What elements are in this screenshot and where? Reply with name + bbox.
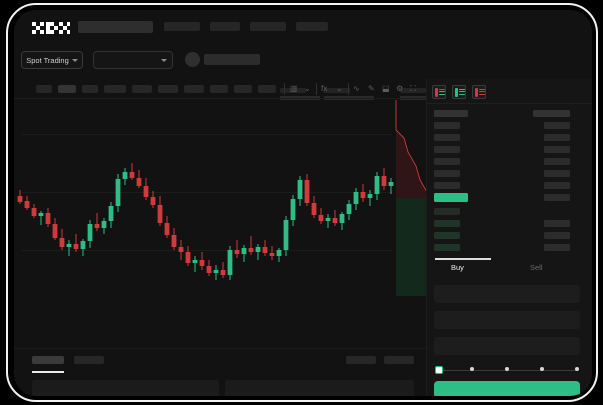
- orderbook-bid-size[interactable]: [544, 244, 570, 251]
- pencil-icon[interactable]: ✎: [368, 84, 375, 93]
- slider-stop-75[interactable]: [540, 367, 544, 371]
- tab-buy[interactable]: Buy: [451, 263, 464, 272]
- slider-stop-50[interactable]: [505, 367, 509, 371]
- chart-toolbar: ▥ ⌄ fx ⌄ ∿ ✎ ⬓ ⚙ ⛶: [14, 79, 426, 99]
- order-total-field[interactable]: [434, 337, 580, 355]
- okx-logo[interactable]: [32, 21, 70, 34]
- orderbook-ask-size[interactable]: [544, 146, 570, 153]
- orderbook-last-size: [544, 194, 570, 201]
- timeframe-button-1[interactable]: [36, 85, 52, 93]
- orderbook-ask-size[interactable]: [544, 122, 570, 129]
- orderbook-ask-price[interactable]: [434, 182, 460, 189]
- line-tool-icon[interactable]: ∿: [353, 84, 360, 93]
- indicator-icon[interactable]: fx: [321, 84, 328, 93]
- orderbook-col-header-price: [434, 110, 468, 117]
- bottom-action-1[interactable]: [346, 356, 376, 364]
- order-price-field[interactable]: [434, 285, 580, 303]
- timeframe-button-10[interactable]: [258, 85, 276, 93]
- chevron-down-icon: [71, 58, 78, 62]
- slider-handle[interactable]: [435, 365, 443, 374]
- bottom-tab-2[interactable]: [74, 356, 104, 364]
- toolbar-divider-2: [316, 83, 317, 95]
- buy-tab-underline: [435, 258, 491, 260]
- slider-stop-25[interactable]: [470, 367, 474, 371]
- orderbook-mode-bids[interactable]: [452, 85, 466, 99]
- trade-side-tabs: Buy Sell: [427, 255, 592, 279]
- orderbook-col-header-size: [533, 110, 570, 117]
- top-header: [14, 10, 592, 42]
- orderbook-ask-price[interactable]: [434, 170, 460, 177]
- orderbook-bid-price[interactable]: [434, 232, 460, 239]
- orderbook-ask-size[interactable]: [544, 170, 570, 177]
- orderbook[interactable]: [427, 105, 592, 255]
- orderbook-ask-price[interactable]: [434, 158, 460, 165]
- nav-item-4[interactable]: [296, 22, 328, 31]
- bottom-action-2[interactable]: [384, 356, 414, 364]
- fullscreen-icon[interactable]: ⛶: [410, 84, 416, 93]
- app-window: Spot Trading: [14, 10, 592, 396]
- timeframe-button-3[interactable]: [82, 85, 98, 93]
- bottom-card-2[interactable]: [225, 380, 414, 396]
- nav-item-2[interactable]: [210, 22, 240, 31]
- timeframe-button-9[interactable]: [234, 85, 252, 93]
- orderbook-mode-both[interactable]: [432, 85, 446, 99]
- orderbook-ask-price[interactable]: [434, 146, 460, 153]
- okx-logo-icon: [32, 22, 70, 34]
- timeframe-button-7[interactable]: [184, 85, 204, 93]
- toolbar-divider-1: [284, 83, 285, 95]
- timeframe-button-6[interactable]: [158, 85, 178, 93]
- chart-gridline: [22, 250, 392, 251]
- orderbook-bid-size[interactable]: [544, 232, 570, 239]
- last-price-display: [204, 54, 260, 65]
- market-type-dropdown[interactable]: Spot Trading: [21, 51, 83, 69]
- place-buy-order-button[interactable]: [434, 381, 580, 396]
- market-type-label: Spot Trading: [26, 55, 69, 65]
- chevron-down-icon[interactable]: ⌄: [336, 84, 343, 93]
- orderbook-bid-price[interactable]: [434, 208, 460, 215]
- settings-icon[interactable]: ⚙: [396, 84, 404, 93]
- bottom-tab-active-underline: [32, 371, 64, 373]
- trading-pair-select[interactable]: [93, 51, 173, 69]
- bottom-tab-1[interactable]: [32, 356, 64, 364]
- timeframe-button-5[interactable]: [132, 85, 152, 93]
- market-sub-header: Spot Trading: [14, 42, 592, 101]
- orderbook-trade-panel: Buy Sell: [426, 79, 592, 396]
- candlestick-icon[interactable]: ▥: [290, 84, 298, 93]
- orderbook-divider: [427, 103, 592, 104]
- order-amount-field[interactable]: [434, 311, 580, 329]
- timeframe-button-4[interactable]: [104, 85, 126, 93]
- price-chart[interactable]: [14, 100, 444, 348]
- volume-series: [14, 300, 394, 345]
- amount-percent-slider[interactable]: [435, 365, 581, 375]
- orderbook-last-price[interactable]: [434, 193, 468, 202]
- search-input[interactable]: [78, 21, 153, 33]
- orderbook-mode-asks[interactable]: [472, 85, 486, 99]
- orderbook-ask-size[interactable]: [544, 134, 570, 141]
- coin-avatar: [185, 52, 200, 67]
- orders-bottom-panel: [14, 348, 426, 396]
- nav-item-3[interactable]: [250, 22, 286, 31]
- orderbook-bid-price[interactable]: [434, 244, 460, 251]
- orderbook-ask-price[interactable]: [434, 134, 460, 141]
- timeframe-button-8[interactable]: [210, 85, 228, 93]
- bottom-card-1[interactable]: [32, 380, 219, 396]
- orderbook-ask-size[interactable]: [544, 158, 570, 165]
- nav-item-1[interactable]: [164, 22, 200, 31]
- orderbook-ask-price[interactable]: [434, 122, 460, 129]
- chart-gridline: [22, 134, 392, 135]
- candlestick-series: [17, 163, 394, 280]
- chevron-down-icon[interactable]: ⌄: [304, 84, 311, 93]
- slider-stop-100[interactable]: [575, 367, 579, 371]
- camera-icon[interactable]: ⬓: [382, 84, 390, 93]
- chevron-down-icon: [161, 58, 167, 62]
- toolbar-divider-3: [348, 83, 349, 95]
- orderbook-bid-price[interactable]: [434, 220, 460, 227]
- tab-sell[interactable]: Sell: [530, 263, 543, 272]
- timeframe-button-2[interactable]: [58, 85, 76, 93]
- orderbook-view-modes: [432, 85, 486, 99]
- orderbook-ask-size[interactable]: [544, 182, 570, 189]
- chart-gridline: [22, 192, 392, 193]
- orderbook-bid-size[interactable]: [544, 220, 570, 227]
